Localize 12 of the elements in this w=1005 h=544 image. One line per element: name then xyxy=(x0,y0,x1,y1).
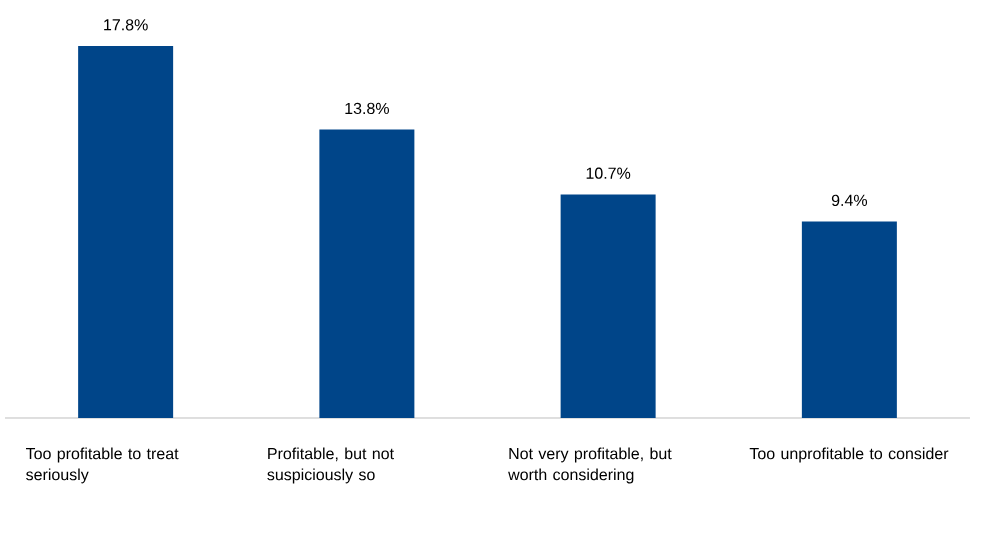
x-tick-label: Too unprofitable to consider xyxy=(749,447,949,463)
bar xyxy=(560,194,656,418)
bar xyxy=(801,221,897,418)
data-label: 13.8% xyxy=(345,102,389,115)
bar xyxy=(319,129,415,418)
x-tick-label: Not very profitable, but worth considering xyxy=(508,447,672,484)
x-tick-label: Too profitable to treat seriously xyxy=(26,447,179,484)
bar xyxy=(78,46,174,418)
x-tick-label: Profitable, but not suspiciously so xyxy=(267,447,394,484)
data-label: 17.8% xyxy=(104,19,148,31)
data-label: 10.7% xyxy=(586,167,631,179)
data-label: 9.4% xyxy=(831,194,868,207)
